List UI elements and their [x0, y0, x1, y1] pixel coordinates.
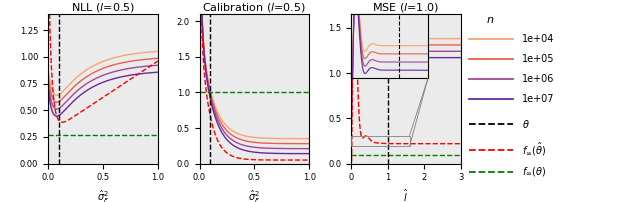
X-axis label: $\hat{l}$: $\hat{l}$ — [403, 188, 409, 202]
Text: 1e+05: 1e+05 — [522, 54, 554, 64]
X-axis label: $\hat{\sigma}^2_\xi$: $\hat{\sigma}^2_\xi$ — [248, 188, 260, 202]
Title: Calibration ($l$=0.5): Calibration ($l$=0.5) — [202, 1, 307, 14]
Text: 1e+06: 1e+06 — [522, 74, 554, 84]
Text: $\theta$: $\theta$ — [522, 118, 530, 130]
Text: 1e+07: 1e+07 — [522, 94, 554, 104]
Text: $f_\infty(\theta)$: $f_\infty(\theta)$ — [522, 165, 546, 178]
Title: MSE ($l$=1.0): MSE ($l$=1.0) — [372, 1, 440, 14]
X-axis label: $\hat{\sigma}^2_\xi$: $\hat{\sigma}^2_\xi$ — [97, 188, 109, 202]
Title: NLL ($l$=0.5): NLL ($l$=0.5) — [71, 1, 135, 14]
Text: 1e+04: 1e+04 — [522, 34, 554, 44]
Text: $n$: $n$ — [486, 15, 495, 25]
Text: $f_\infty(\hat{\theta})$: $f_\infty(\hat{\theta})$ — [522, 141, 546, 159]
Bar — [351, 136, 410, 146]
